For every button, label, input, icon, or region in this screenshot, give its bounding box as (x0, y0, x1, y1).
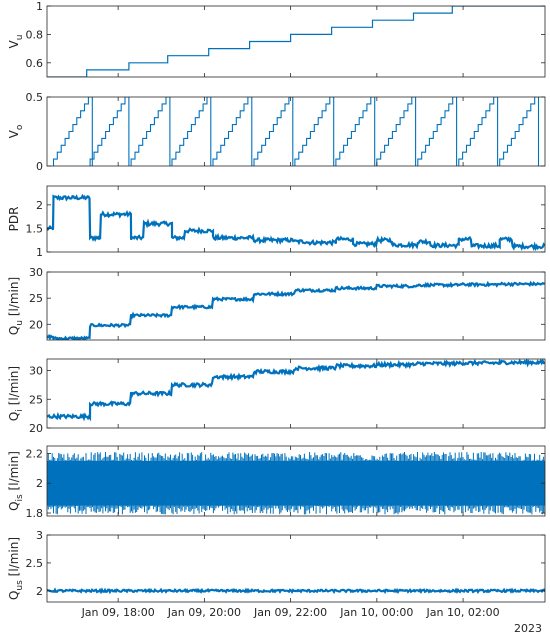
series-spikes-qis (47, 452, 545, 515)
y-label-subscript: u (15, 35, 25, 41)
y-tick-label-qis: 2.2 (26, 447, 44, 460)
y-tick-label-pdr: 2 (36, 199, 43, 212)
y-axis-label-qus: Qus [l/min] (7, 537, 25, 600)
y-label-unit: [l/min] (7, 537, 21, 580)
plot-area-qus (47, 587, 545, 595)
y-label-subscript: is (15, 494, 25, 502)
y-label-main: Q (7, 326, 21, 335)
plot-area-vu (47, 6, 545, 77)
axes-box-qis (46, 445, 546, 517)
y-tick-label-vu: 0.8 (26, 28, 44, 41)
series-line-vu (47, 6, 545, 77)
x-tick-label: Jan 09, 22:00 (253, 606, 327, 619)
y-axis-label-qi: Qi [l/min] (7, 366, 25, 421)
x-tick-label: Jan 09, 20:00 (167, 606, 241, 619)
series-line-qus (47, 587, 545, 595)
panel-qi: 20 25 30 Qi [l/min] (7, 358, 546, 435)
y-tick-label-qu: 25 (29, 292, 43, 305)
panel-vo: 0 0.5 Vo (7, 91, 546, 173)
y-label-main: V (7, 129, 21, 138)
y-tick-label-qus: 2 (36, 585, 43, 598)
y-label-unit: [l/min] (7, 277, 21, 320)
y-tick-label-qus: 3 (36, 529, 43, 542)
y-tick-label-pdr: 1 (36, 246, 43, 259)
axes-box-qi (46, 358, 546, 429)
axes-box-pdr (46, 185, 546, 253)
y-tick-label-vu: 1 (36, 0, 43, 13)
y-tick-label-qu: 20 (29, 318, 43, 331)
y-tick-label-qi: 25 (29, 393, 43, 406)
axes-box-qus (46, 534, 546, 603)
plot-area-vo (52, 97, 540, 166)
axes-box-vo (46, 96, 546, 167)
y-label-unit: [l/min] (7, 366, 21, 409)
x-tick-label: Jan 10, 00:00 (339, 606, 413, 619)
y-tick-label-qis: 1.8 (26, 507, 44, 520)
y-axis-label-pdr: PDR (7, 207, 21, 232)
y-tick-label-qu: 30 (29, 266, 43, 279)
y-axis-label-vu: Vu (7, 35, 25, 49)
series-line-qi (47, 359, 545, 422)
y-tick-label-qus: 2.5 (26, 557, 44, 570)
y-tick-label-vo: 0 (36, 160, 43, 173)
y-tick-label-qis: 2 (36, 477, 43, 490)
plot-area-qu (47, 280, 545, 340)
y-tick-label-vo: 0.5 (26, 91, 44, 104)
series-line-qu (47, 280, 545, 340)
axes-box-qu (46, 271, 546, 341)
y-label-main: Q (7, 412, 21, 421)
y-label-main: PDR (7, 207, 21, 232)
y-tick-label-pdr: 1.5 (26, 222, 44, 235)
plot-area-qis (47, 452, 545, 515)
panel-qus: 2 2.5 3 Qus [l/min] (7, 529, 546, 603)
plot-area-qi (47, 359, 545, 422)
y-axis-label-vo: Vo (7, 124, 25, 138)
x-tick-label: Jan 09, 18:00 (81, 606, 155, 619)
y-label-subscript: o (15, 124, 25, 130)
panel-qu: 20 25 30 Qu [l/min] (7, 266, 546, 341)
panel-vu: 0.6 0.8 1 Vu (7, 0, 546, 78)
y-axis-label-qu: Qu [l/min] (7, 277, 25, 335)
axes-box-vu (46, 5, 546, 78)
y-label-main: Q (7, 591, 21, 600)
y-label-subscript: u (15, 320, 25, 326)
y-tick-label-qi: 30 (29, 365, 43, 378)
x-axis: Jan 09, 18:00 Jan 09, 20:00 Jan 09, 22:00 J… (81, 606, 542, 635)
series-line-pdr (47, 193, 545, 252)
y-axis-label-qis: Qis [l/min] (7, 451, 25, 511)
y-label-subscript: us (15, 580, 25, 591)
series-line-vo (52, 97, 540, 166)
x-tick-label: Jan 10, 02:00 (425, 606, 499, 619)
y-label-main: V (7, 39, 21, 48)
y-label-subscript: i (15, 409, 25, 412)
y-label-unit: [l/min] (7, 451, 21, 494)
y-tick-label-vu: 0.6 (26, 57, 44, 70)
panel-pdr: 1 1.5 2 PDR (7, 185, 546, 259)
y-tick-label-qi: 20 (29, 422, 43, 435)
plot-area-pdr (47, 193, 545, 252)
x-axis-year-label: 2023 (514, 622, 542, 635)
y-label-main: Q (7, 501, 21, 510)
